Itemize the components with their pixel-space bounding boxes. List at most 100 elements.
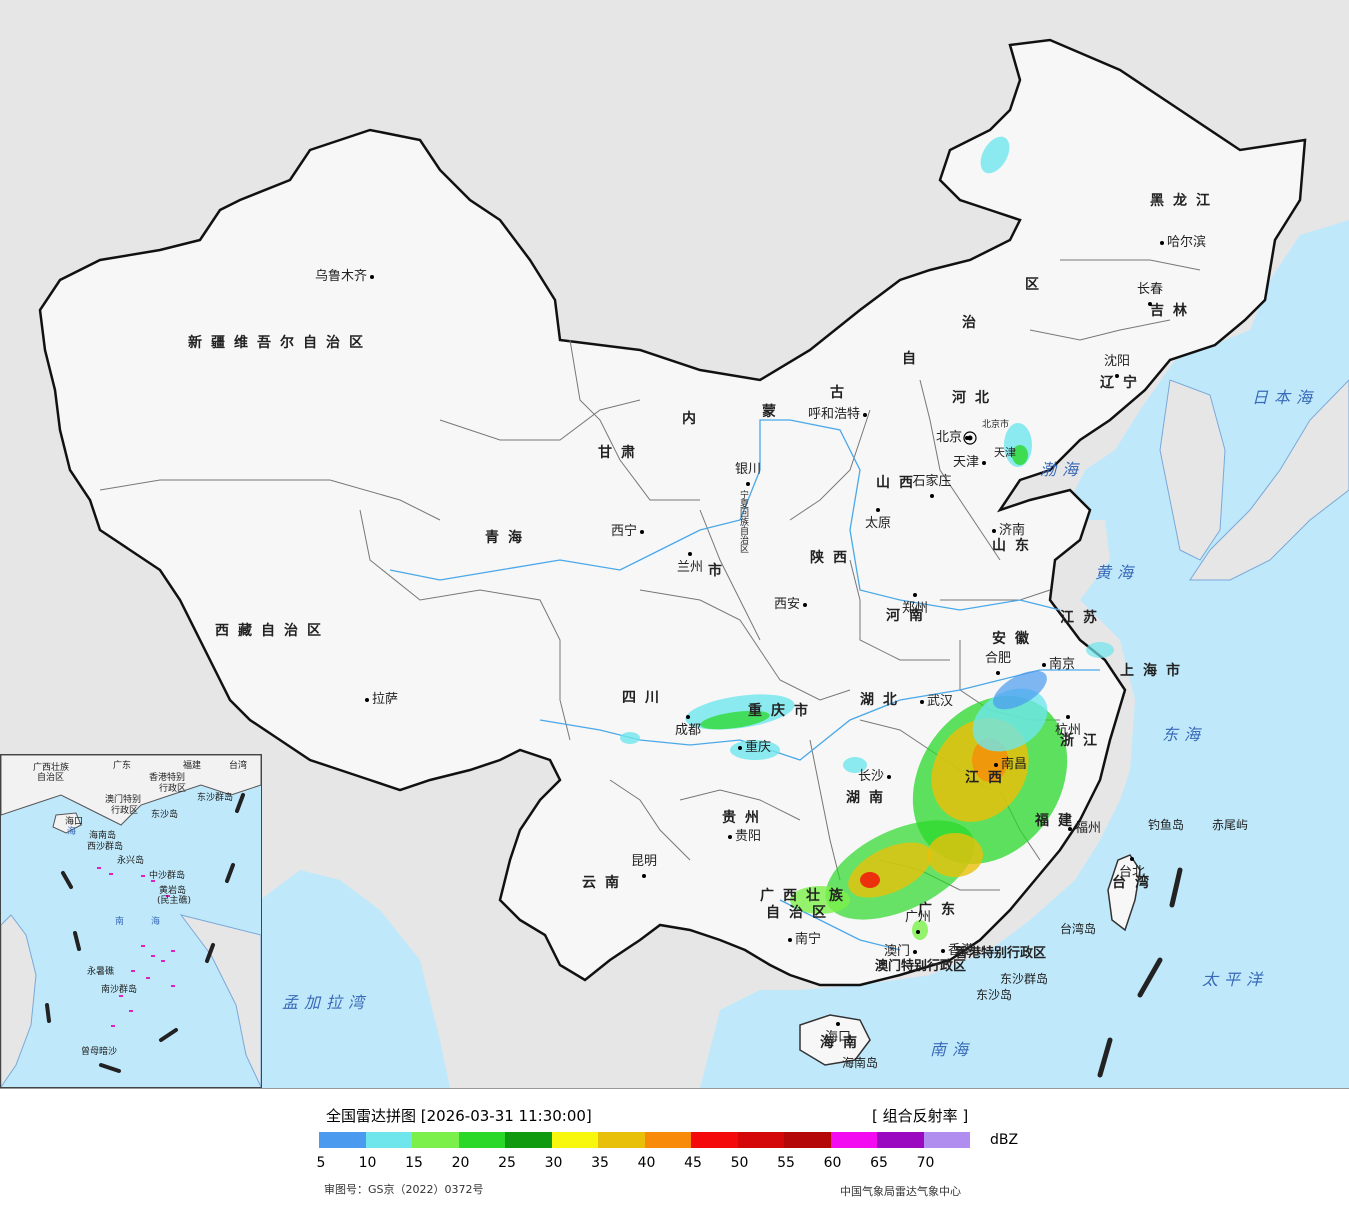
city-marker[interactable]: 兰州 — [677, 547, 703, 575]
legend-tick-label: 20 — [451, 1155, 470, 1171]
legend-swatch — [877, 1132, 924, 1148]
province-label: 河北 — [952, 390, 998, 406]
legend-tick-label: 50 — [730, 1155, 749, 1171]
south-china-sea-inset: 广西壮族 自治区 广东 福建 台湾 香港特别 行政区 澳门特别 行政区 东沙群岛 东沙岛 海口海海南岛… — [0, 754, 262, 1088]
inset-label: 行政区 — [159, 784, 187, 794]
city-marker[interactable]: 北京 — [936, 431, 972, 445]
city-dot-icon — [876, 507, 880, 512]
inset-label: 香港特别 — [149, 773, 186, 783]
city-name: 乌鲁木齐 — [315, 269, 368, 284]
city-dot-icon — [688, 551, 692, 556]
city-marker[interactable]: 石家庄 — [913, 475, 952, 503]
inset-label: 南沙群岛 — [101, 985, 138, 995]
city-name: 兰州 — [677, 560, 704, 575]
legend-color-bar — [319, 1132, 970, 1148]
city-name: 广州 — [905, 910, 932, 925]
province-label: 云南 — [582, 875, 628, 891]
city-dot-icon — [640, 529, 645, 534]
city-marker[interactable]: 长春 — [1137, 283, 1163, 311]
city-name: 沈阳 — [1104, 354, 1131, 369]
city-dot-icon — [1130, 856, 1134, 861]
province-label: 贵州 — [722, 810, 768, 826]
city-dot-icon — [1042, 662, 1046, 667]
city-marker[interactable]: 昆明 — [631, 855, 657, 883]
taiwan-island — [1107, 854, 1141, 932]
island-label: 赤尾屿 — [1212, 818, 1249, 832]
city-dot-icon — [913, 949, 918, 954]
city-marker[interactable]: 乌鲁木齐 — [315, 270, 377, 284]
legend-tick-label: 45 — [684, 1155, 702, 1171]
city-name: 海口 — [825, 1030, 852, 1045]
inset-label: 永暑礁 — [87, 967, 115, 977]
city-marker[interactable]: 西宁 — [611, 525, 647, 539]
city-marker[interactable]: 济南 — [989, 524, 1025, 538]
city-marker[interactable]: 杭州 — [1055, 710, 1081, 738]
beijing-municipality-label: 北京市 — [982, 420, 1010, 430]
inset-label: 永兴岛 — [117, 856, 145, 866]
city-marker[interactable]: 南宁 — [785, 933, 821, 947]
city-dot-icon — [982, 460, 987, 465]
province-label: 治 — [962, 315, 985, 331]
city-marker[interactable]: 沈阳 — [1104, 355, 1130, 383]
tianjin-municipality-label: 天津 — [994, 446, 1016, 459]
city-dot-icon — [994, 762, 998, 767]
legend-tick-label: 10 — [358, 1155, 377, 1171]
city-dot-icon — [370, 274, 375, 279]
sea-label: 孟加拉湾 — [282, 993, 371, 1012]
city-marker[interactable]: 澳门 — [884, 945, 920, 959]
province-label: 台湾 — [1112, 875, 1158, 891]
japan — [1189, 379, 1349, 581]
city-marker[interactable]: 南昌 — [991, 758, 1027, 772]
inset-label: 曾母暗沙 — [81, 1047, 118, 1057]
city-marker[interactable]: 台北 — [1119, 852, 1145, 880]
city-marker[interactable]: 呼和浩特 — [808, 408, 870, 422]
city-marker[interactable]: 长沙 — [858, 770, 894, 784]
city-marker[interactable]: 郑州 — [902, 588, 928, 616]
radar-map[interactable]: 黑龙江 吉林 辽宁 新疆维吾尔自治区 西藏自治区 青海 甘肃 四川 云南 贵州 陕西 山西 河南 湖北 湖南… — [0, 0, 1349, 1088]
city-marker[interactable]: 西安 — [774, 598, 810, 612]
legend-swatch — [784, 1132, 831, 1148]
city-marker[interactable]: 拉萨 — [362, 693, 398, 707]
legend-tick-label: 25 — [498, 1155, 516, 1171]
city-marker[interactable]: 香港 — [938, 944, 974, 958]
city-marker[interactable]: 太原 — [865, 503, 891, 531]
inset-label: 中沙群岛 — [149, 871, 186, 881]
province-label: 山西 — [876, 475, 922, 491]
city-marker[interactable]: 成都 — [675, 710, 701, 738]
city-dot-icon — [1160, 240, 1164, 245]
city-name: 贵阳 — [735, 829, 762, 844]
city-marker[interactable]: 广州 — [905, 911, 931, 939]
city-marker[interactable]: 南京 — [1039, 658, 1075, 672]
city-dot-icon — [920, 699, 924, 704]
city-name: 哈尔滨 — [1167, 235, 1207, 250]
city-dot-icon — [1148, 301, 1152, 306]
special-region-label: 香港特别行政区 — [955, 946, 1047, 961]
city-marker[interactable]: 贵阳 — [725, 830, 761, 844]
inset-label: 海口 — [65, 817, 84, 827]
city-marker[interactable]: 武汉 — [917, 695, 953, 709]
city-marker[interactable]: 哈尔滨 — [1157, 236, 1206, 250]
city-name: 西宁 — [611, 524, 638, 539]
city-dot-icon — [1068, 826, 1072, 831]
city-marker[interactable]: 天津 — [953, 456, 989, 470]
city-marker[interactable]: 合肥 — [985, 652, 1011, 680]
data-source: 中国气象局雷达气象中心 — [840, 1185, 961, 1198]
province-label: 市 — [708, 563, 731, 579]
legend-tick-label: 5 — [316, 1155, 326, 1171]
city-name: 香港 — [948, 943, 975, 958]
legend-tick-label: 15 — [405, 1155, 423, 1171]
legend-swatch — [644, 1132, 691, 1148]
province-label: 吉林 — [1150, 303, 1196, 319]
city-name: 济南 — [999, 523, 1026, 538]
city-name: 郑州 — [902, 601, 929, 616]
legend-ticks: 5 10 15 20 25 30 35 40 45 50 55 60 65 70 — [0, 1155, 1349, 1173]
city-marker[interactable]: 海口 — [825, 1017, 851, 1045]
province-label: 辽宁 — [1100, 375, 1146, 391]
inset-label: (民主礁) — [157, 896, 192, 906]
legend-tick-label: 65 — [870, 1155, 888, 1171]
city-marker[interactable]: 福州 — [1065, 822, 1101, 836]
city-marker[interactable]: 银川 — [735, 463, 761, 491]
city-name: 北京 — [936, 430, 963, 445]
sea-label: 东海 — [1162, 725, 1207, 744]
city-marker[interactable]: 重庆 — [735, 741, 771, 755]
